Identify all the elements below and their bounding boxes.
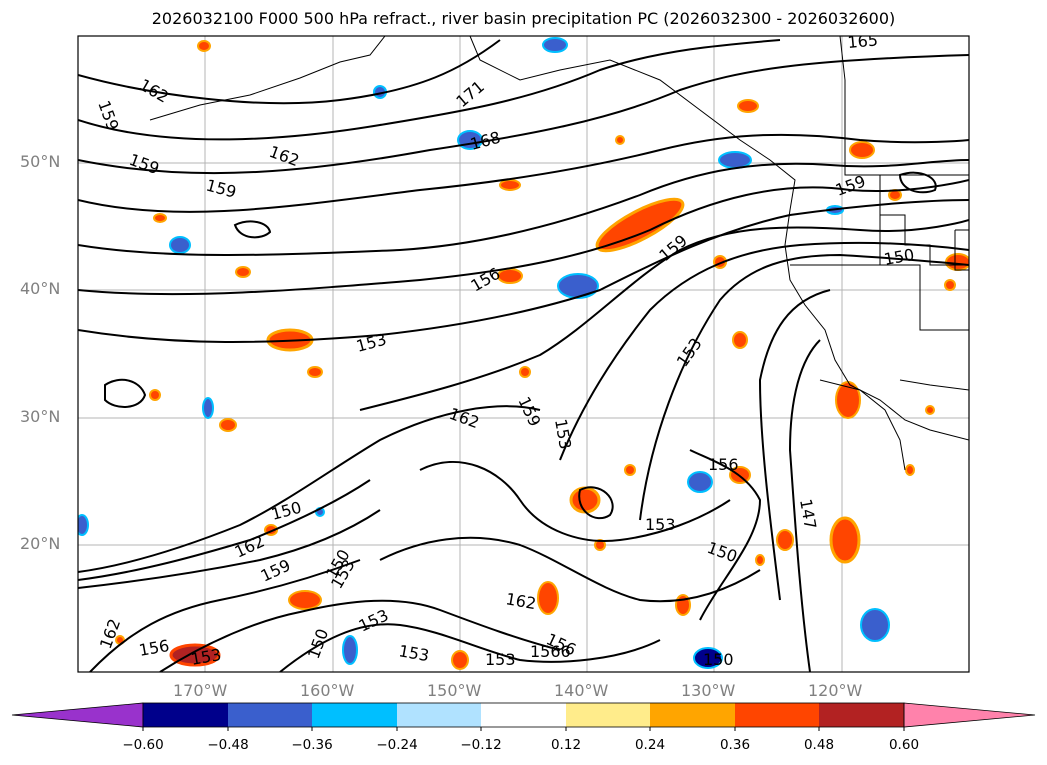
lat-label: 50°N xyxy=(20,152,61,171)
graticule xyxy=(78,36,969,672)
lat-label: 40°N xyxy=(20,279,61,298)
negative-anomaly xyxy=(78,514,89,536)
contour-label: 165 xyxy=(847,30,879,52)
map-title: 2026032100 F000 500 hPa refract., river … xyxy=(151,9,896,28)
colorbar-bin xyxy=(819,703,904,727)
positive-anomaly xyxy=(624,464,636,476)
positive-anomaly xyxy=(169,643,221,667)
negative-anomaly xyxy=(169,236,191,254)
positive-anomaly xyxy=(197,40,211,52)
colorbar-extend-high xyxy=(903,702,1036,728)
positive-anomaly xyxy=(849,141,875,159)
map-frame xyxy=(77,35,970,673)
contour-label: 153 xyxy=(645,515,676,534)
positive-anomaly xyxy=(235,266,251,278)
negative-anomaly xyxy=(557,273,599,299)
colorbar-bin xyxy=(735,703,820,727)
colorbar-tick-label: 0.36 xyxy=(719,737,751,753)
contour-label: 150 xyxy=(703,650,734,669)
lon-label: 150°W xyxy=(427,681,482,700)
negative-anomaly xyxy=(542,37,568,53)
colorbar-tick-label: −0.12 xyxy=(460,737,502,753)
lon-label: 130°W xyxy=(681,681,736,700)
lat-label: 20°N xyxy=(20,534,61,553)
colorbar-tick-label: 0.48 xyxy=(803,737,835,753)
contour-label: 153 xyxy=(485,650,516,669)
refractivity-contours xyxy=(78,39,969,672)
colorbar-extend-low xyxy=(11,702,144,728)
colorbar-bin xyxy=(566,703,651,727)
positive-anomaly xyxy=(219,418,237,432)
colorbar-tick-label: −0.60 xyxy=(122,737,164,753)
colorbar-tick-label: −0.24 xyxy=(376,737,418,753)
colorbar-tick-label: −0.48 xyxy=(207,737,249,753)
positive-anomaly xyxy=(944,279,956,291)
negative-anomaly xyxy=(202,397,214,419)
lat-label: 30°N xyxy=(20,407,61,426)
positive-anomaly xyxy=(499,179,521,191)
colorbar-bin xyxy=(650,703,735,727)
lon-label: 120°W xyxy=(808,681,863,700)
positive-anomaly xyxy=(925,405,935,415)
positive-anomaly xyxy=(149,389,161,401)
positive-anomaly xyxy=(519,366,531,378)
positive-anomaly xyxy=(776,529,794,551)
map-background xyxy=(78,36,969,672)
lon-label: 170°W xyxy=(173,681,228,700)
contour-label: 1566 xyxy=(530,642,571,661)
positive-anomaly xyxy=(829,516,861,564)
colorbar-bin xyxy=(312,703,397,727)
negative-anomaly xyxy=(687,471,713,493)
positive-anomaly xyxy=(755,554,765,566)
colorbar-bin xyxy=(143,703,228,727)
coastlines xyxy=(149,36,969,471)
colorbar-bin xyxy=(481,703,566,727)
negative-anomaly xyxy=(693,647,723,669)
contour-label: 156 xyxy=(708,455,739,474)
colorbar xyxy=(11,702,1036,731)
lon-label: 140°W xyxy=(554,681,609,700)
colorbar-tick-label: 0.12 xyxy=(550,737,582,753)
positive-anomaly xyxy=(537,581,559,615)
positive-anomaly xyxy=(945,253,969,271)
positive-anomaly xyxy=(737,99,759,113)
negative-anomaly xyxy=(718,151,752,169)
colorbar-bin xyxy=(397,703,482,727)
positive-anomaly xyxy=(905,464,915,476)
colorbar-tick-label: −0.36 xyxy=(291,737,333,753)
positive-anomaly xyxy=(615,135,625,145)
positive-anomaly xyxy=(569,486,601,514)
colorbar-tick-label: 0.60 xyxy=(888,737,920,753)
positive-anomaly xyxy=(307,366,323,378)
positive-anomaly xyxy=(732,331,748,349)
colorbar-tick-label: 0.24 xyxy=(634,737,666,753)
lon-label: 160°W xyxy=(300,681,355,700)
negative-anomaly xyxy=(342,635,358,665)
negative-anomaly xyxy=(860,608,890,642)
positive-anomaly xyxy=(288,590,322,610)
positive-anomaly xyxy=(153,213,167,223)
colorbar-bin xyxy=(228,703,313,727)
positive-anomaly xyxy=(451,650,469,670)
